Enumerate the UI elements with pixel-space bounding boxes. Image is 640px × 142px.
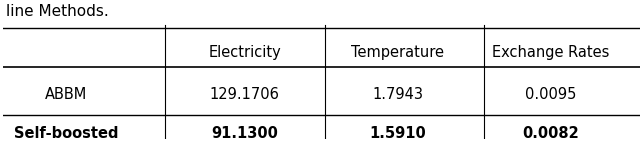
Text: 91.1300: 91.1300 (211, 126, 278, 141)
Text: 129.1706: 129.1706 (210, 87, 280, 102)
Text: Temperature: Temperature (351, 45, 444, 60)
Text: 0.0095: 0.0095 (525, 87, 577, 102)
Text: Exchange Rates: Exchange Rates (492, 45, 609, 60)
Text: Self-boosted: Self-boosted (14, 126, 118, 141)
Text: Electricity: Electricity (209, 45, 281, 60)
Text: 1.5910: 1.5910 (369, 126, 426, 141)
Text: ABBM: ABBM (45, 87, 88, 102)
Text: 1.7943: 1.7943 (372, 87, 423, 102)
Text: 0.0082: 0.0082 (522, 126, 579, 141)
Text: line Methods.: line Methods. (6, 4, 109, 19)
